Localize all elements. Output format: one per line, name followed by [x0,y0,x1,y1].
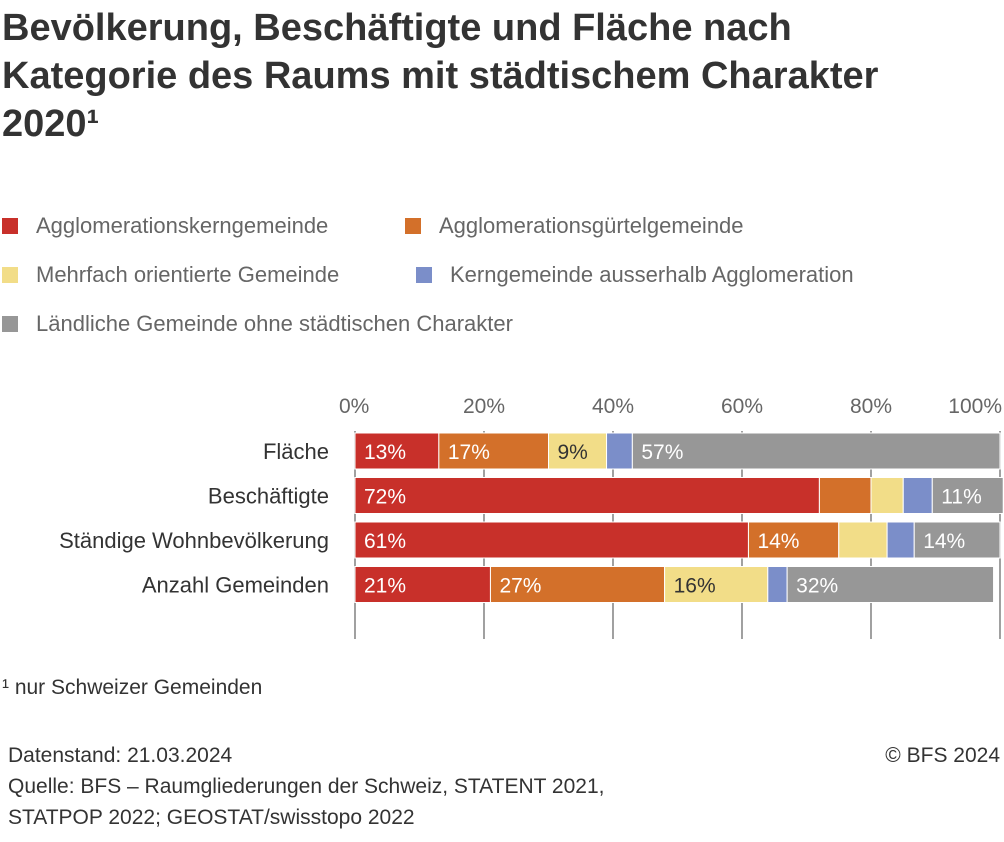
data-label-beschaeftigte-agglomerationskerngemeinde: 72% [364,486,406,509]
x-tick-label-100: 100% [948,395,1002,418]
legend-swatch-agglomerationskerngemeinde [2,218,18,234]
data-label-beschaeftigte-laendliche-gemeinde-ohne-staedtischen-charakter: 11% [941,486,981,509]
bar-flaeche-kerngemeinde-ausserhalb-agglomeration [606,432,633,470]
data-label-staendige-wohnbevoelkerung-laendliche-gemeinde-ohne-staedtischen-charakter: 14% [923,530,965,553]
category-label-flaeche: Fläche [263,439,329,464]
legend-item-kerngemeinde-ausserhalb-agglomeration[interactable]: Kerngemeinde ausserhalb Agglomeration [416,257,854,293]
data-label-flaeche-laendliche-gemeinde-ohne-staedtischen-charakter: 57% [641,441,683,464]
data-label-anzahl-gemeinden-agglomerationskerngemeinde: 21% [364,575,406,598]
bar-anzahl-gemeinden-kerngemeinde-ausserhalb-agglomeration [767,566,788,603]
category-label-beschaeftigte: Beschäftigte [208,484,329,509]
bar-anzahl-gemeinden-laendliche-gemeinde-ohne-staedtischen-charakter [786,566,995,603]
bar-beschaeftigte-mehrfach-orientierte-gemeinde [870,477,904,514]
x-tick-label-0: 0% [339,395,369,418]
datenstand: Datenstand: 21.03.2024 [8,744,233,767]
bar-flaeche-agglomerationsguertelgemeinde [438,432,550,470]
quelle-line-2: STATPOP 2022; GEOSTAT/swisstopo 2022 [8,806,415,829]
data-label-staendige-wohnbevoelkerung-agglomerationskerngemeinde: 61% [364,530,406,553]
legend-swatch-agglomerationsguertelgemeinde [405,218,421,234]
legend-item-agglomerationskerngemeinde[interactable]: Agglomerationskerngemeinde [2,208,328,244]
chart-title-line-2: Kategorie des Raums mit städtischem Char… [2,55,879,97]
bar-flaeche-laendliche-gemeinde-ohne-staedtischen-charakter [631,432,1001,470]
bar-beschaeftigte-laendliche-gemeinde-ohne-staedtischen-charakter [931,477,1004,514]
bar-anzahl-gemeinden-agglomerationskerngemeinde [354,566,491,603]
bar-flaeche-agglomerationskerngemeinde [354,432,440,470]
legend-label-laendliche-gemeinde: Ländliche Gemeinde ohne städtischen Char… [36,311,513,336]
chart-title: Bevölkerung, Beschäftigte und Fläche nac… [2,4,992,148]
source-info: Datenstand: 21.03.2024 Quelle: BFS – Rau… [8,740,604,833]
quelle-line-1: Quelle: BFS – Raumgliederungen der Schwe… [8,775,605,798]
category-label-anzahl-gemeinden: Anzahl Gemeinden [142,573,329,598]
legend-label-mehrfach-orientierte-gemeinde: Mehrfach orientierte Gemeinde [36,262,340,287]
legend-item-laendliche-gemeinde[interactable]: Ländliche Gemeinde ohne städtischen Char… [2,306,513,342]
data-label-staendige-wohnbevoelkerung-agglomerationsguertelgemeinde: 14% [757,530,799,553]
data-label-flaeche-mehrfach-orientierte-gemeinde: 9% [558,441,588,464]
data-label-anzahl-gemeinden-laendliche-gemeinde-ohne-staedtischen-charakter: 32% [796,575,838,598]
stacked-bar-chart: 0% 20% 40% 60% 80% 100% Fläche 13% 17% 9% 57% Besch… [59,395,1004,639]
x-tick-label-80: 80% [850,395,892,418]
legend-item-agglomerationsguertelgemeinde[interactable]: Agglomerationsgürtelgemeinde [405,208,744,244]
bar-beschaeftigte-agglomerationskerngemeinde [354,477,820,514]
legend-label-kerngemeinde-ausserhalb-agglomeration: Kerngemeinde ausserhalb Agglomeration [450,262,854,287]
legend-swatch-mehrfach-orientierte-gemeinde [2,267,18,283]
legend-swatch-laendliche-gemeinde [2,316,18,332]
copyright: © BFS 2024 [885,744,1000,767]
legend-item-mehrfach-orientierte-gemeinde[interactable]: Mehrfach orientierte Gemeinde [2,257,339,293]
data-label-anzahl-gemeinden-agglomerationsguertelgemeinde: 27% [499,575,541,598]
x-tick-label-40: 40% [592,395,634,418]
bar-flaeche-mehrfach-orientierte-gemeinde [548,432,608,470]
bar-beschaeftigte-kerngemeinde-ausserhalb-agglomeration [902,477,933,514]
data-label-flaeche-agglomerationskerngemeinde: 13% [364,441,406,464]
bar-staendige-wohnbevoelkerung-kerngemeinde-ausserhalb-agglomeration [886,521,915,559]
legend-label-agglomerationsguertelgemeinde: Agglomerationsgürtelgemeinde [439,213,744,238]
bar-staendige-wohnbevoelkerung-laendliche-gemeinde-ohne-staedtischen-charakter [913,521,1001,559]
legend-label-agglomerationskerngemeinde: Agglomerationskerngemeinde [36,213,329,238]
bar-anzahl-gemeinden-mehrfach-orientierte-gemeinde [664,566,769,603]
chart-title-line-3: 2020¹ [2,103,100,145]
x-tick-label-20: 20% [463,395,505,418]
chart-title-line-1: Bevölkerung, Beschäftigte und Fläche nac… [2,7,792,49]
bar-staendige-wohnbevoelkerung-agglomerationskerngemeinde [354,521,749,559]
bar-beschaeftigte-agglomerationsguertelgemeinde [818,477,872,514]
x-tick-label-60: 60% [721,395,763,418]
legend-swatch-kerngemeinde-ausserhalb-agglomeration [416,267,432,283]
footnote: ¹ nur Schweizer Gemeinden [2,676,263,699]
bar-staendige-wohnbevoelkerung-mehrfach-orientierte-gemeinde [838,521,888,559]
bar-anzahl-gemeinden-agglomerationsguertelgemeinde [489,566,666,603]
category-label-staendige-wohnbevoelkerung: Ständige Wohnbevölkerung [59,528,329,553]
data-label-flaeche-agglomerationsguertelgemeinde: 17% [448,441,490,464]
bar-staendige-wohnbevoelkerung-agglomerationsguertelgemeinde [747,521,840,559]
data-label-anzahl-gemeinden-mehrfach-orientierte-gemeinde: 16% [674,575,716,598]
